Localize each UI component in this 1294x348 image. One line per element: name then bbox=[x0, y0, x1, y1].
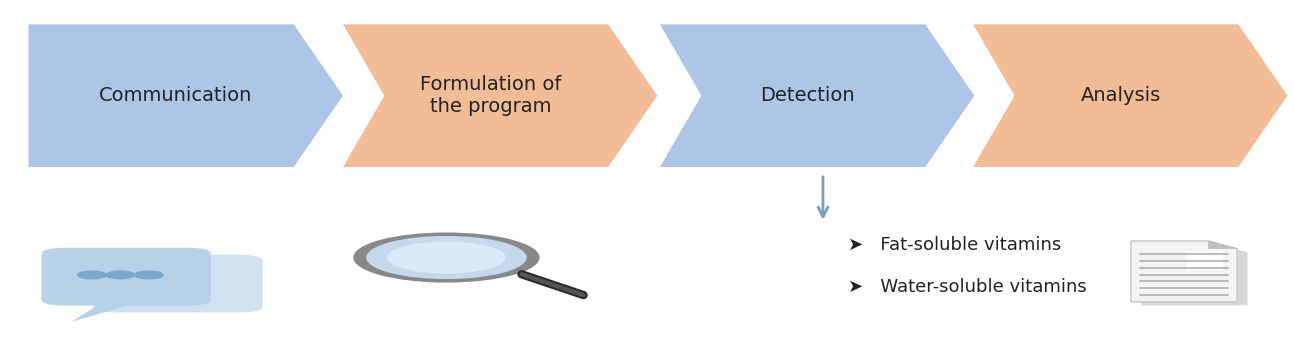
Polygon shape bbox=[71, 299, 149, 322]
Text: Communication: Communication bbox=[100, 86, 252, 105]
Text: Analysis: Analysis bbox=[1080, 86, 1161, 105]
Circle shape bbox=[366, 236, 527, 279]
Circle shape bbox=[387, 242, 506, 274]
Circle shape bbox=[78, 271, 106, 279]
Circle shape bbox=[135, 271, 163, 279]
Polygon shape bbox=[1141, 244, 1247, 306]
Text: Formulation of
the program: Formulation of the program bbox=[419, 75, 562, 116]
FancyBboxPatch shape bbox=[93, 255, 263, 313]
Polygon shape bbox=[1131, 241, 1237, 302]
FancyBboxPatch shape bbox=[41, 248, 211, 306]
Polygon shape bbox=[343, 24, 657, 167]
Text: ➤   Water-soluble vitamins: ➤ Water-soluble vitamins bbox=[848, 278, 1087, 296]
Polygon shape bbox=[1209, 241, 1237, 248]
Text: Detection: Detection bbox=[760, 86, 854, 105]
Polygon shape bbox=[660, 24, 974, 167]
Polygon shape bbox=[28, 24, 343, 167]
Polygon shape bbox=[973, 24, 1288, 167]
Circle shape bbox=[106, 271, 135, 279]
Circle shape bbox=[353, 232, 540, 283]
FancyBboxPatch shape bbox=[1187, 251, 1223, 270]
Text: ➤   Fat-soluble vitamins: ➤ Fat-soluble vitamins bbox=[848, 236, 1061, 254]
